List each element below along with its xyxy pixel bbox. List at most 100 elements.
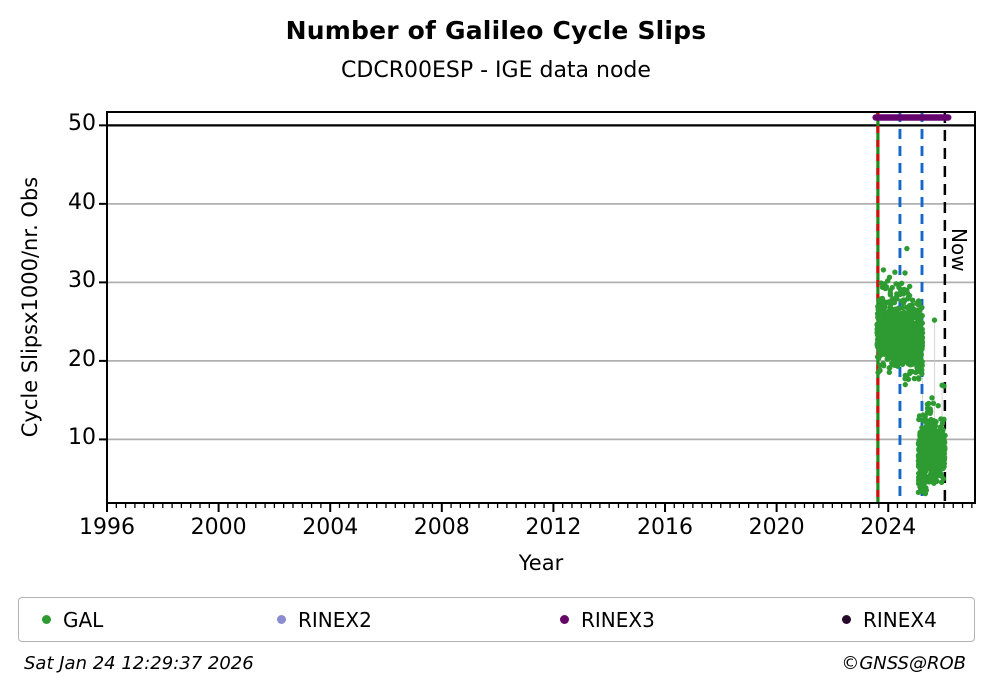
- gal-point: [890, 356, 896, 362]
- gal-point: [902, 333, 908, 339]
- chart-subtitle: CDCR00ESP - IGE data node: [341, 58, 651, 83]
- gal-point: [895, 363, 901, 369]
- gal-point: [938, 438, 944, 444]
- gal-point: [908, 361, 914, 368]
- gal-point: [907, 283, 913, 290]
- gal-point: [913, 312, 919, 318]
- legend-label: RINEX2: [298, 607, 372, 632]
- gal-point: [919, 488, 926, 495]
- gal-point: [931, 426, 938, 432]
- gal-point: [890, 315, 896, 321]
- gal-point: [942, 432, 948, 439]
- gal-point: [904, 245, 910, 252]
- gal-point: [939, 420, 946, 427]
- y-tick-label: 10: [68, 425, 96, 451]
- gal-point: [893, 281, 899, 287]
- gal-point: [916, 376, 922, 382]
- gal-point: [923, 460, 929, 466]
- gal-point: [892, 269, 898, 275]
- gal-point: [919, 334, 926, 341]
- gal-point: [895, 340, 902, 346]
- gal-point: [926, 434, 932, 440]
- gal-point: [908, 313, 914, 319]
- gal-point: [879, 304, 885, 311]
- gal-point: [886, 365, 892, 371]
- x-tick-label: 2020: [748, 515, 805, 540]
- gal-point: [919, 427, 925, 434]
- gal-point: [895, 332, 901, 338]
- now-annotation: Now: [946, 228, 971, 272]
- gal-point: [880, 267, 887, 273]
- gal-point: [898, 280, 905, 286]
- gal-point: [907, 368, 913, 375]
- y-tick-label: 50: [68, 111, 96, 137]
- gal-point: [941, 416, 947, 422]
- gal-point: [886, 369, 892, 375]
- gal-point: [935, 463, 941, 469]
- gal-point: [913, 328, 919, 335]
- gal-point: [887, 292, 894, 298]
- gal-point: [932, 467, 938, 474]
- gal-point: [916, 416, 922, 423]
- legend-label: RINEX4: [863, 607, 937, 632]
- chart-title: Number of Galileo Cycle Slips: [285, 16, 707, 45]
- gal-point: [894, 291, 900, 297]
- gal-point: [931, 418, 937, 424]
- gal-point: [941, 383, 947, 389]
- gal-point: [906, 309, 912, 315]
- gal-point: [879, 338, 885, 345]
- gal-point: [932, 442, 938, 449]
- gal-point: [902, 381, 908, 388]
- gal-point: [927, 443, 933, 449]
- gal-point: [905, 294, 912, 301]
- gal-point: [878, 296, 885, 303]
- gal-point: [887, 341, 894, 347]
- gal-point: [926, 479, 932, 485]
- gal-point: [901, 286, 907, 293]
- x-tick-label: 2008: [413, 515, 470, 540]
- gal-point: [927, 424, 933, 430]
- gal-point: [915, 366, 921, 372]
- gal-point: [918, 362, 924, 369]
- gal-point: [911, 323, 917, 330]
- y-axis-label: Cycle Slipsx1000/nr. Obs: [18, 176, 42, 438]
- gal-point: [889, 360, 895, 366]
- gal-point: [918, 479, 924, 485]
- gal-point: [914, 307, 920, 313]
- gal-point: [935, 403, 941, 409]
- gal-point: [915, 343, 922, 349]
- gal-point: [941, 463, 947, 470]
- legend-item-rinex4: RINEX4: [842, 598, 937, 641]
- plot-timestamp: Sat Jan 24 12:29:37 2026: [24, 653, 254, 674]
- legend-dot-icon: [560, 615, 569, 624]
- legend-dot-icon: [277, 615, 286, 624]
- legend-label: RINEX3: [581, 607, 655, 632]
- gal-point: [923, 440, 929, 446]
- copyright-credit: ©GNSS@ROB: [841, 653, 966, 674]
- gal-point: [877, 367, 883, 373]
- gal-point: [917, 456, 923, 462]
- gal-point: [902, 376, 908, 382]
- legend-label: GAL: [63, 607, 104, 632]
- gal-point: [896, 358, 902, 365]
- gal-point: [902, 327, 908, 333]
- gal-point: [884, 348, 890, 354]
- gal-point: [932, 433, 939, 439]
- gal-point: [877, 330, 883, 336]
- gal-point: [919, 330, 926, 336]
- gal-point: [911, 375, 917, 382]
- gal-point: [892, 349, 898, 356]
- x-tick-label: 2024: [860, 515, 917, 540]
- gal-point: [877, 326, 883, 332]
- gal-point: [889, 310, 895, 317]
- gal-point: [917, 469, 923, 475]
- gal-point: [906, 355, 912, 361]
- y-tick-label: 20: [68, 346, 96, 372]
- gal-point: [926, 400, 932, 407]
- gal-point: [933, 453, 939, 459]
- legend: GAL RINEX2 RINEX3 RINEX4: [18, 597, 975, 642]
- y-tick-label: 40: [68, 189, 96, 215]
- gal-point: [884, 356, 890, 362]
- gal-scatter: [874, 245, 948, 497]
